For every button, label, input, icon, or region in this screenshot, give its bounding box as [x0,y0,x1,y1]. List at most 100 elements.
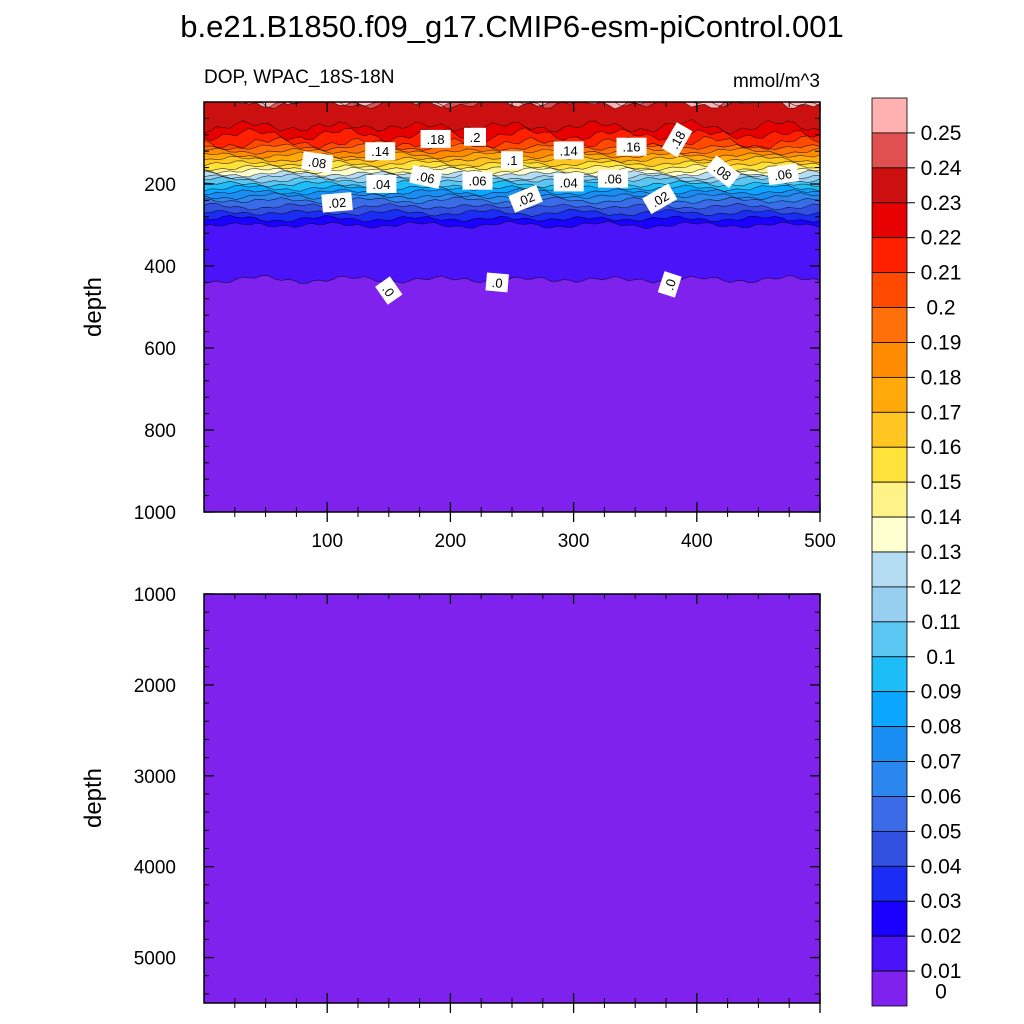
colorbar-box [871,446,908,483]
y-tick-label: 800 [144,421,176,442]
contour-line-23 [203,119,821,135]
contour-label: .16 [616,137,647,156]
colorbar-box [871,272,908,308]
contour-label: .04 [366,175,397,193]
x-tick-label: 200 [435,531,467,552]
lower-ticks: 1000 2000 3000 4000 5000 [134,585,821,1013]
colorbar-box [871,237,908,274]
colorbar-label: 0.03 [921,890,962,913]
colorbar-label: 0.18 [921,366,962,389]
colorbar-label: 0.15 [921,471,962,494]
lower-panel: 1000 2000 3000 4000 5000 depth [80,585,821,1013]
contour-label: .06 [598,169,628,188]
colorbar-box [871,726,908,762]
colorbar-box [871,481,908,518]
contour-label-box [485,272,509,293]
colorbar-label: 0.09 [921,681,962,704]
colorbar-box [871,586,908,623]
colorbar-label: 0.16 [921,436,962,459]
contour-label-text: .14 [560,143,578,158]
contour-label: .06 [462,171,493,190]
colorbar-label: 0.02 [921,925,962,948]
colorbar-label: 0.08 [921,716,962,739]
contour-label-text: .02 [515,189,537,210]
colorbar-label: 0.11 [921,611,960,634]
colorbar-label: 0.19 [921,331,962,354]
contour-label-text: .08 [307,154,327,171]
colorbar-box [871,865,908,902]
colorbar-box [871,796,908,832]
colorbar-label: 0.23 [921,192,962,215]
colorbar-box [871,97,908,134]
contour-label-box [501,151,523,170]
contour-label: .14 [365,142,396,161]
colorbar-label: 0.24 [921,157,962,180]
contour-line-2 [203,221,821,230]
colorbar-label: 0.12 [921,576,962,599]
contour-label: .06 [766,163,800,186]
contour-label-box [553,141,584,160]
colorbar-box [871,656,908,693]
colorbar-box [871,935,908,972]
contour-label-box [321,192,353,213]
colorbar-label: 0.06 [921,785,962,808]
contour-label: .04 [553,173,584,192]
colorbar-label: 0.07 [921,751,962,774]
contour-label-box [462,171,493,190]
contour-label-box [365,142,396,161]
contour-label-text: .18 [427,132,445,147]
contour-label-text: .2 [470,130,481,145]
y-tick-label: 1000 [134,585,176,606]
contour-label-box [661,122,693,158]
contour-label: .02 [642,183,678,215]
colorbar-label: 0.22 [921,227,962,250]
colorbar-label: 0.01 [921,960,962,983]
contour-label: .08 [301,151,334,174]
lower-contour-fill [204,594,820,1003]
contour-label-text: .16 [622,140,640,155]
contour-label-text: .0 [491,275,503,291]
contour-line-9 [203,184,821,192]
contour-label-text: .14 [371,144,389,159]
colorbar-box [871,202,908,239]
colorbar-label: 0.1 [926,646,955,669]
colorbar-label: 0.13 [921,541,962,564]
colorbar-box [871,830,908,867]
contour-label-box [657,271,682,298]
colorbar-label: 0.05 [921,820,962,843]
contour-label: .0 [485,272,509,293]
y-tick-label: 600 [144,339,176,360]
colorbar-box [871,516,908,553]
contour-label: .18 [420,129,451,148]
x-tick-label: 100 [311,531,343,552]
contour-label: .06 [409,165,443,189]
colorbar-box [871,621,908,658]
contour-label: .14 [553,141,584,160]
upper-ticks: 100 200 300 400 500 200 400 600 800 1000 [134,102,836,552]
y-tick-label: 3000 [134,767,176,788]
colorbar-label: 0.25 [921,122,962,145]
contour-label-box [705,155,741,189]
units-label: mmol/m^3 [733,71,820,92]
contour-label: .0 [657,271,682,298]
upper-y-axis-label: depth [80,277,107,337]
colorbar-box [871,900,908,937]
contour-line-3 [203,215,821,223]
contour-label-box [409,165,443,189]
contour-line-22 [203,127,821,143]
subtitle-variable-region: DOP, WPAC_18S-18N [204,67,394,88]
upper-contour-labels: .14 .18 .2 .08 .04 .06 .06 .1 .14 .16 .18 .08 .06 .02… [301,122,800,305]
contour-line-4 [204,208,821,217]
contour-label-box [366,175,397,193]
contour-label-box [375,276,403,305]
contour-label-text: .04 [372,177,390,192]
contour-label: .02 [508,184,543,213]
contour-label-box [508,184,543,213]
chart-title: b.e21.B1850.f09_g17.CMIP6-esm-piControl.… [180,9,843,44]
contour-label-text: .06 [773,166,793,183]
contour-label: .0 [375,276,403,305]
colorbar: 0.25 0.24 0.23 0.22 0.21 0.2 0.19 0.18 0.17 0.16 0… [871,97,962,1007]
contour-label-text: .1 [507,153,518,168]
x-tick-label: 300 [558,531,590,552]
contour-label-text: .06 [604,172,622,187]
